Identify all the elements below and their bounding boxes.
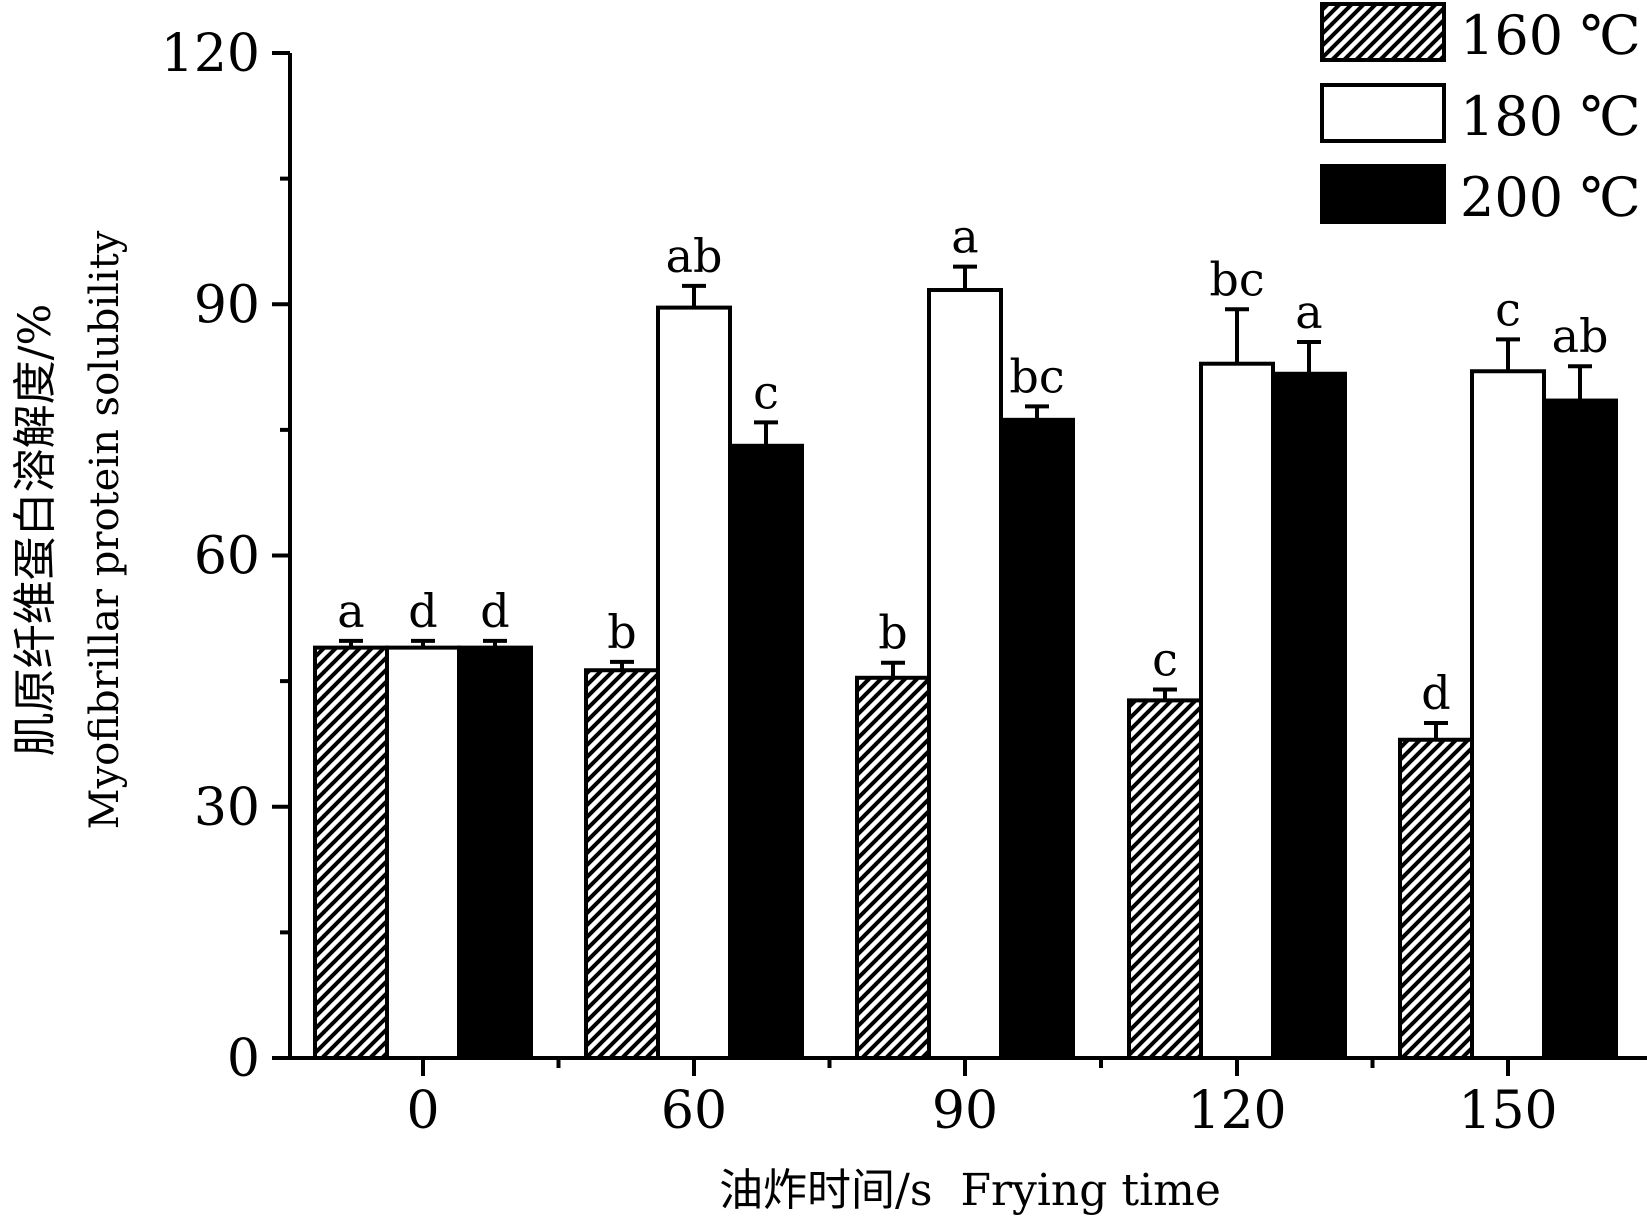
x-tick-label-0: 0 (406, 1081, 439, 1141)
y-tick-label-60: 60 (194, 527, 260, 587)
bar-90-s2 (999, 417, 1075, 1060)
bar-150-s0 (1398, 737, 1474, 1060)
significance-letter: a (337, 584, 364, 638)
x-tick-label-150: 150 (1458, 1081, 1557, 1141)
y-axis-label-chinese: 肌原纤维蛋白溶解度/% (10, 304, 61, 757)
bar-60-s1 (656, 305, 732, 1061)
legend-label-1: 180 ℃ (1460, 85, 1641, 148)
significance-letter: b (878, 606, 907, 660)
bar-150-s1 (1470, 369, 1546, 1060)
legend-swatch-1 (1320, 83, 1446, 143)
y-tick-label-90: 90 (194, 275, 260, 335)
legend-swatch-2 (1320, 164, 1446, 224)
x-tick-label-90: 90 (932, 1081, 998, 1141)
legend-label-2: 200 ℃ (1460, 166, 1641, 229)
bar-60-s2 (728, 443, 804, 1061)
legend: 160 ℃ 180 ℃ 200 ℃ (1320, 2, 1641, 229)
y-tick-label-120: 120 (161, 24, 260, 84)
legend-label-0: 160 ℃ (1460, 4, 1641, 67)
significance-letter: ab (666, 229, 723, 283)
bar-120-s0 (1127, 698, 1203, 1060)
significance-letter: d (480, 584, 509, 638)
significance-letter: b (607, 605, 636, 659)
bar-120-s2 (1271, 371, 1347, 1060)
bar-90-s0 (855, 675, 931, 1061)
bar-0-s1 (385, 645, 461, 1060)
bar-60-s0 (584, 668, 660, 1060)
significance-letter: bc (1209, 252, 1264, 306)
x-tick-label-120: 120 (1187, 1081, 1286, 1141)
y-tick-label-30: 30 (194, 778, 260, 838)
significance-letter: d (408, 584, 437, 638)
legend-swatch-0 (1320, 2, 1446, 62)
bar-0-s2 (457, 645, 533, 1060)
significance-letter: a (951, 210, 978, 264)
bars (313, 288, 1618, 1061)
bar-0-s0 (313, 645, 389, 1060)
significance-letter: a (1295, 285, 1322, 339)
x-axis-label: 油炸时间/s Frying time (719, 1165, 1221, 1216)
axes: 0 30 60 90 120 0 60 90 120 150 (161, 24, 1647, 1141)
significance-letter: d (1421, 666, 1450, 720)
significance-letter: c (1152, 633, 1178, 687)
bar-150-s2 (1542, 398, 1618, 1060)
bar-120-s1 (1199, 361, 1275, 1060)
bar-90-s1 (927, 288, 1003, 1060)
x-tick-label-60: 60 (661, 1081, 727, 1141)
significance-letter: ab (1552, 309, 1609, 363)
y-tick-label-0: 0 (227, 1029, 260, 1089)
significance-letter: c (753, 365, 779, 419)
significance-letter: bc (1009, 349, 1064, 403)
error-bars (339, 264, 1592, 740)
significance-letter: c (1495, 282, 1521, 336)
y-axis-label-english: Myofibrillar protein solubility (82, 230, 128, 829)
